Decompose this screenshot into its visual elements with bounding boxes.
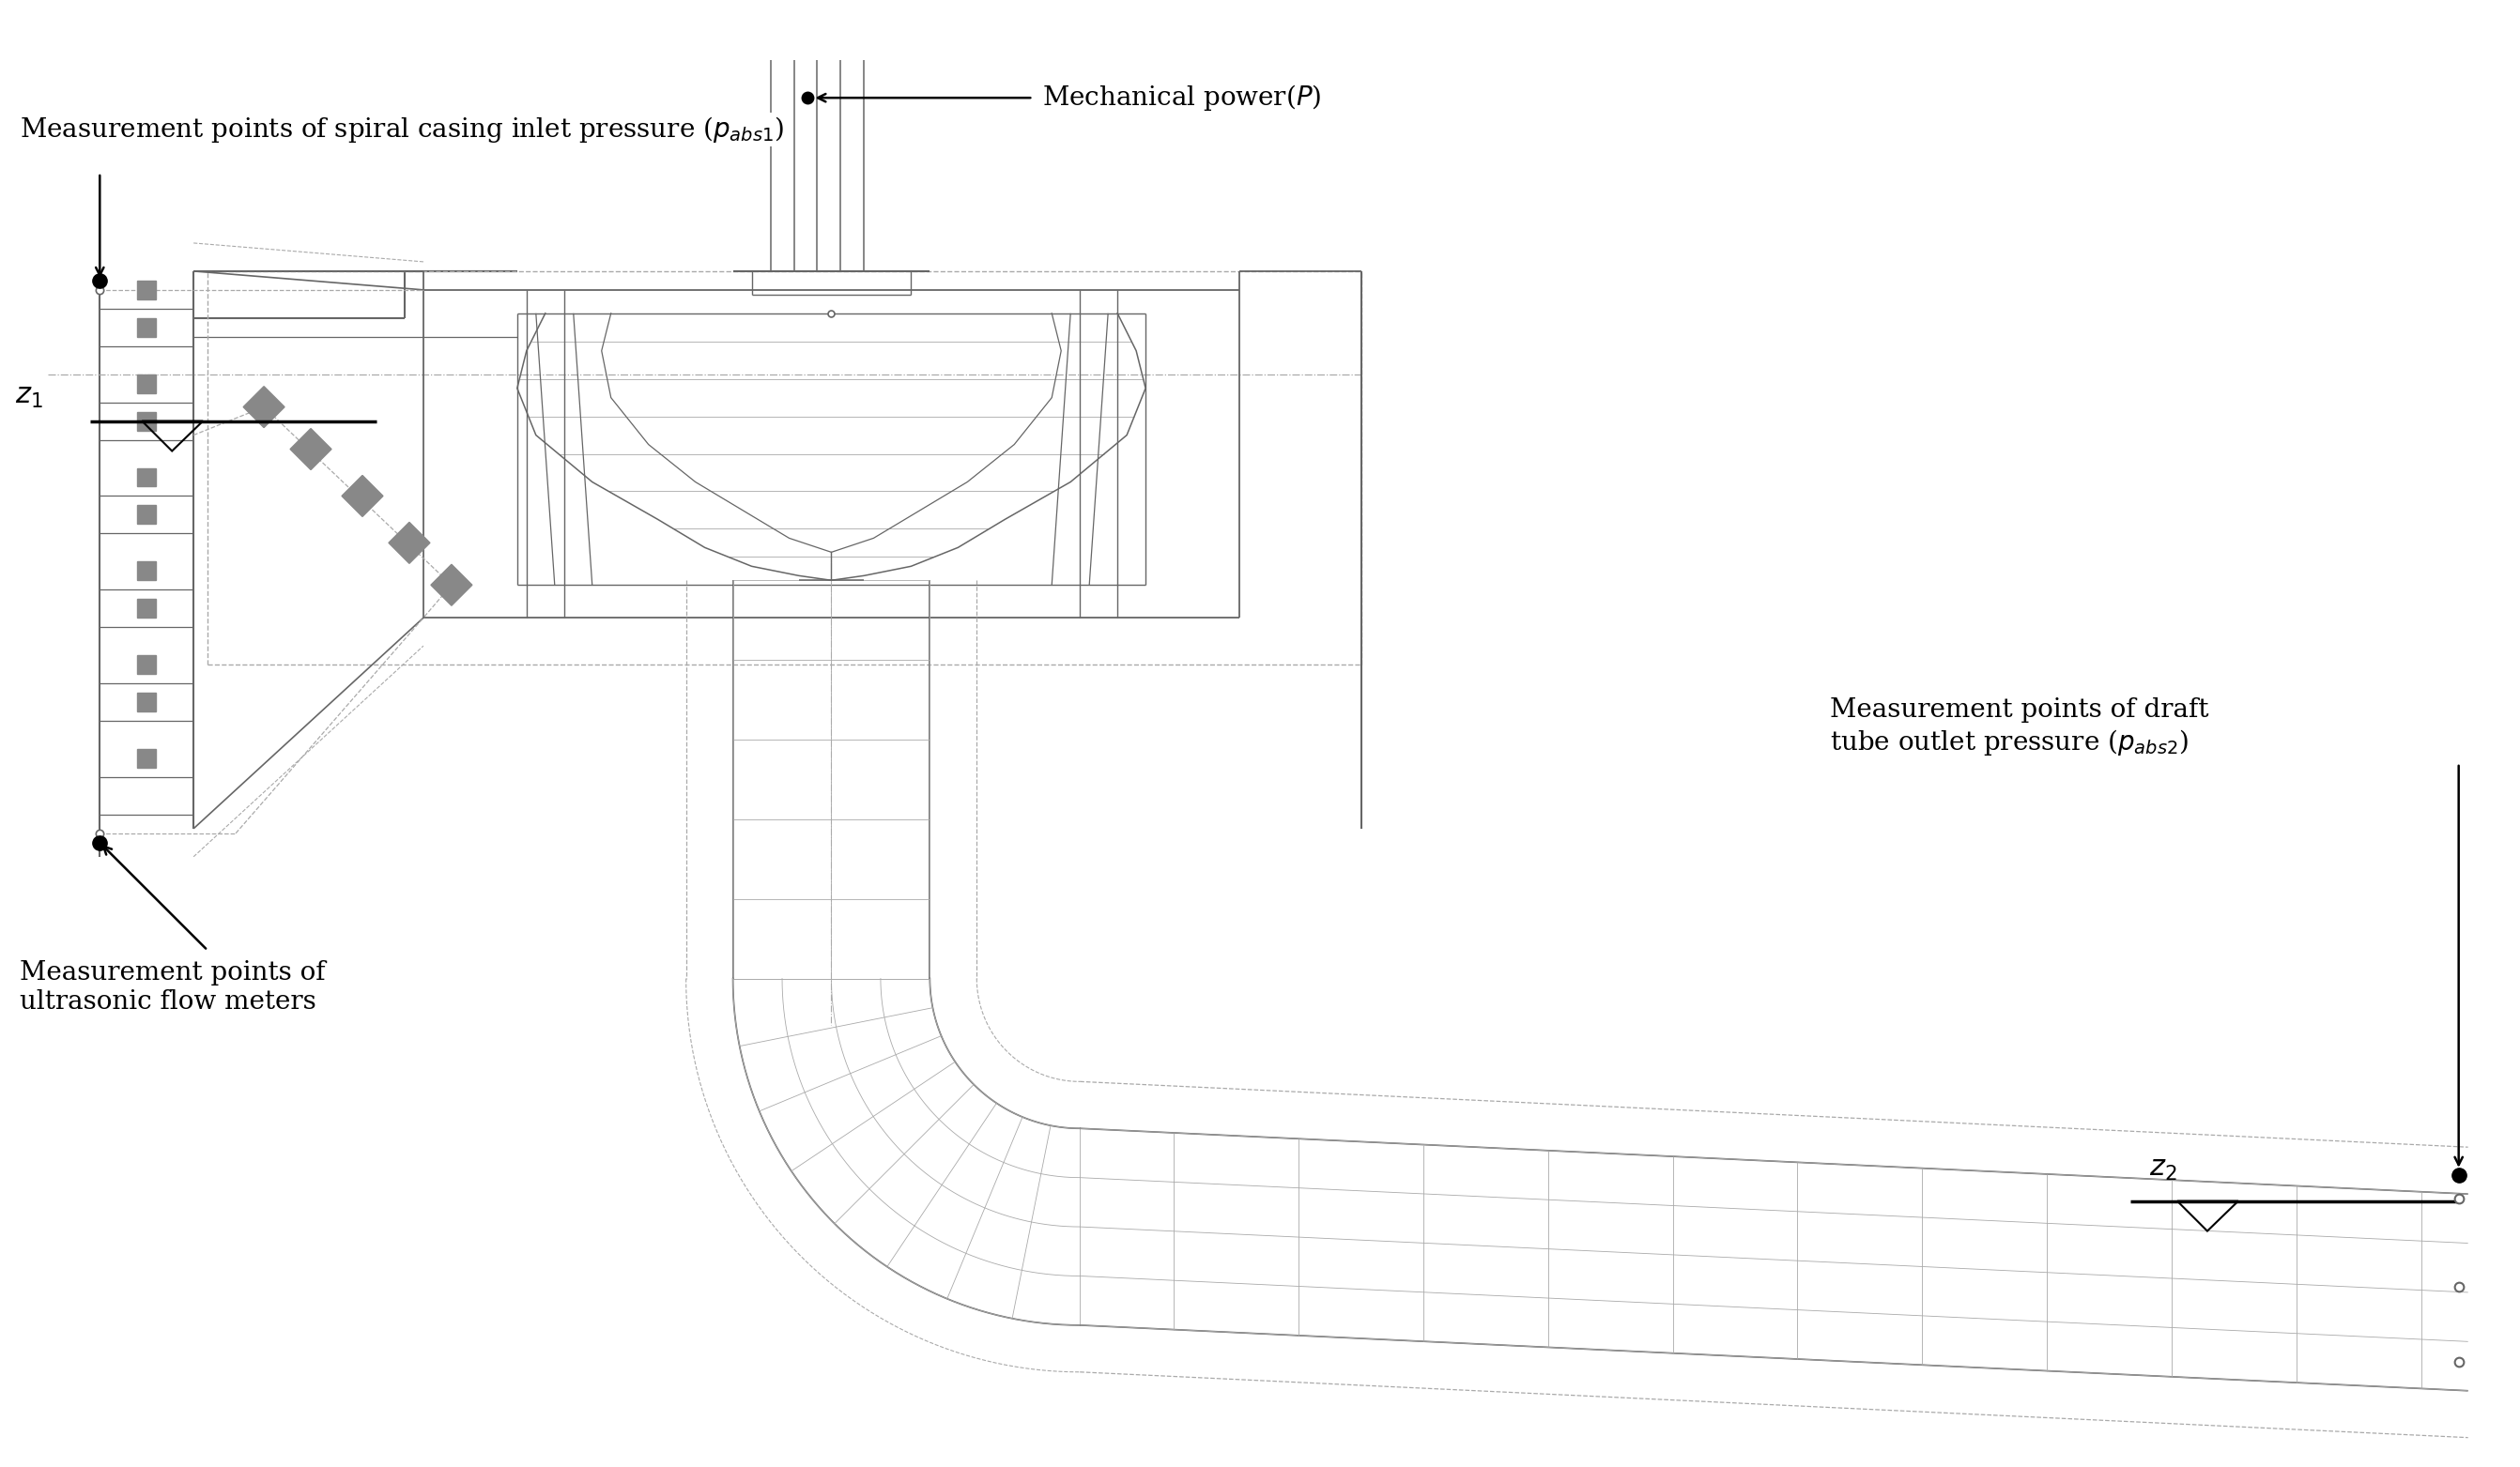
Text: Measurement points of draft
tube outlet pressure ($p_{abs2}$): Measurement points of draft tube outlet … (1830, 697, 2210, 757)
Bar (136, 468, 156, 487)
Polygon shape (431, 565, 471, 606)
Bar (136, 318, 156, 337)
Text: Measurement points of spiral casing inlet pressure ($p_{abs1}$): Measurement points of spiral casing inle… (20, 114, 784, 145)
Bar (136, 656, 156, 673)
Polygon shape (343, 475, 383, 516)
Bar (136, 374, 156, 393)
Bar (136, 750, 156, 767)
Text: Mechanical power($P$): Mechanical power($P$) (1043, 82, 1320, 113)
Bar (136, 505, 156, 524)
Text: Measurement points of
ultrasonic flow meters: Measurement points of ultrasonic flow me… (20, 959, 325, 1014)
Polygon shape (388, 522, 431, 563)
Text: $z_2$: $z_2$ (2150, 1153, 2177, 1182)
Bar (136, 562, 156, 581)
Bar (136, 599, 156, 618)
Bar (136, 412, 156, 430)
Polygon shape (290, 428, 333, 469)
Bar (136, 692, 156, 711)
Text: $z_1$: $z_1$ (15, 381, 43, 409)
Bar (136, 280, 156, 299)
Polygon shape (244, 386, 285, 427)
